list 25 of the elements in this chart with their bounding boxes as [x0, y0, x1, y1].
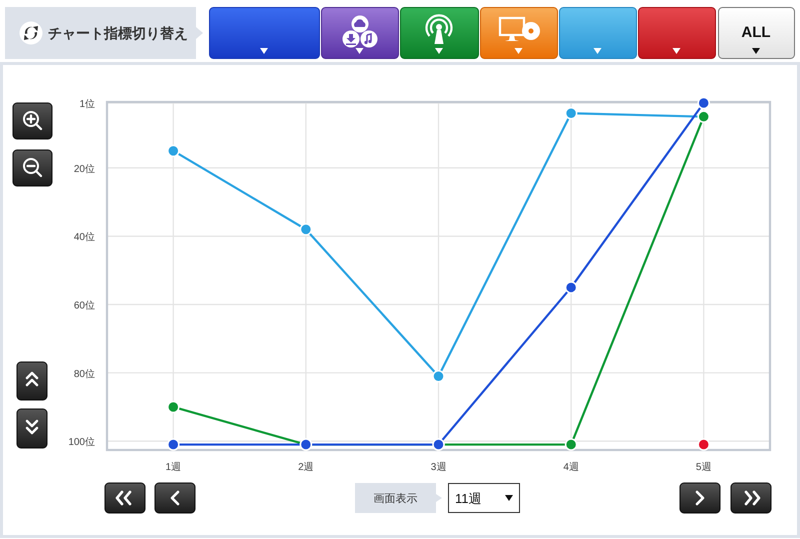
y-tick-label: 40位 [74, 231, 95, 244]
x-tick-label: 3週 [430, 462, 446, 473]
point [167, 438, 180, 451]
y-tick-label: 1位 [79, 98, 95, 110]
point [697, 438, 710, 451]
x-tick-label: 2週 [298, 462, 314, 473]
point [564, 281, 578, 294]
text: 画面表示 [374, 492, 418, 505]
point [697, 96, 710, 110]
text: チャート指標切り替え [48, 25, 188, 41]
point [564, 438, 578, 451]
x-tick-label: 1週 [166, 462, 182, 473]
x-tick-label: 4週 [563, 462, 579, 473]
point [432, 370, 445, 382]
y-tick-label: 60位 [74, 300, 95, 312]
point [167, 144, 180, 158]
text: ALL [741, 24, 771, 41]
point [300, 223, 312, 236]
y-tick-label: 100位 [68, 436, 95, 448]
y-tick-label: 20位 [74, 162, 95, 175]
text: 11週 [455, 491, 482, 506]
point [564, 107, 578, 120]
x-tick-label: 5週 [696, 462, 712, 473]
y-tick-label: 80位 [74, 368, 95, 380]
point [167, 400, 180, 414]
